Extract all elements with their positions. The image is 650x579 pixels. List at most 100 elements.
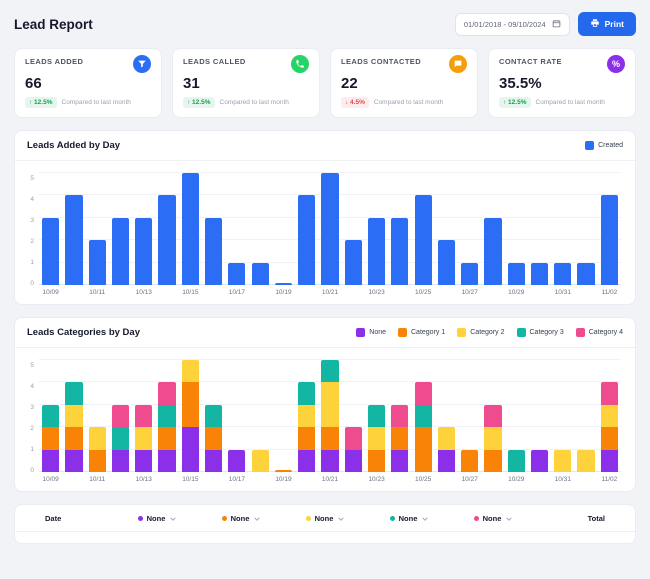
column-label: None [314, 514, 334, 523]
bar-segment [414, 427, 432, 472]
table-column-none-5[interactable]: None [451, 514, 535, 523]
x-tick-label [574, 476, 597, 485]
legend-item-category-1[interactable]: Category 1 [398, 328, 445, 337]
y-tick-label: 3 [30, 217, 34, 225]
legend-item-none[interactable]: None [356, 328, 386, 337]
legend-item-created[interactable]: Created [585, 141, 623, 150]
table-column-none-2[interactable]: None [199, 514, 283, 523]
bar-10-24 [391, 217, 409, 285]
bar-11-01 [577, 449, 595, 472]
bar-10-26 [437, 240, 456, 285]
delta-badge: ↓ 4.5% [341, 97, 369, 108]
sort-chevron-icon[interactable] [338, 516, 345, 521]
bar-10-17 [228, 262, 246, 285]
bar-10-22 [344, 427, 362, 472]
bar-10-16 [204, 217, 223, 285]
bar-10-11 [88, 427, 106, 472]
bar-10-13 [135, 404, 153, 472]
print-button[interactable]: Print [577, 12, 636, 36]
x-tick-label [481, 476, 504, 485]
bar-segment [65, 427, 83, 450]
bar-10-23 [367, 404, 386, 472]
x-axis-labels: 10/09 10/11 10/13 10/15 10/17 10/19 10/21 10/23… [39, 289, 621, 298]
y-tick-label: 0 [30, 280, 34, 288]
bar-segment [181, 427, 199, 472]
percent-icon: % [607, 55, 625, 73]
x-tick-label [202, 476, 225, 485]
plot-area: 10/09 10/11 10/13 10/15 10/17 10/19 10/21 10/23… [39, 359, 621, 485]
y-tick-label: 1 [30, 259, 34, 267]
y-tick-label: 4 [30, 383, 34, 391]
sort-chevron-icon[interactable] [422, 516, 429, 521]
y-tick-label: 0 [30, 467, 34, 475]
x-tick-label [528, 476, 551, 485]
bar-segment [111, 404, 130, 428]
bar-segment [298, 382, 316, 405]
bar-segment [181, 360, 199, 383]
legend-item-category-4[interactable]: Category 4 [575, 328, 623, 337]
legend-item-category-2[interactable]: Category 2 [457, 328, 505, 337]
x-tick-label [435, 476, 458, 485]
y-tick-label: 4 [30, 196, 34, 204]
filter-icon [133, 55, 151, 73]
y-tick-label: 2 [30, 238, 34, 246]
x-tick-label [109, 289, 132, 298]
x-tick-label [342, 289, 365, 298]
bar-segment [600, 449, 618, 472]
topbar-actions: 01/01/2018 - 09/10/2024 Print [454, 12, 636, 36]
stat-value: 31 [183, 75, 200, 92]
stat-value: 22 [341, 75, 358, 92]
date-range-picker[interactable]: 01/01/2018 - 09/10/2024 [454, 12, 570, 36]
bar-11-02 [600, 195, 618, 285]
x-tick-label: 10/23 [368, 289, 385, 296]
stat-card-leads-called: LEADS CALLED 31 ↑ 12.5% Compared to last mo… [172, 48, 320, 118]
chart-legend: None Category 1 Category 2 Category 3 Catego… [356, 328, 623, 337]
bar-segment [367, 449, 386, 472]
bar-segment [65, 404, 83, 428]
bar-segment [344, 449, 362, 472]
bar-segment [204, 449, 223, 472]
sort-chevron-icon[interactable] [170, 516, 177, 521]
stat-label: CONTACT RATE [499, 57, 562, 66]
bar-segment [554, 449, 572, 472]
legend-item-category-3[interactable]: Category 3 [516, 328, 564, 337]
stat-label: LEADS ADDED [25, 57, 84, 66]
table-column-none-4[interactable]: None [367, 514, 451, 523]
bar-segment [135, 404, 153, 428]
x-tick-label: 10/29 [508, 289, 525, 296]
bar-segment [181, 382, 199, 428]
bar-10-22 [344, 240, 362, 285]
bar-segment [204, 404, 223, 428]
delta-badge: ↑ 12.5% [499, 97, 531, 108]
bar-segment [298, 427, 316, 450]
stats-row: LEADS ADDED 66 ↑ 12.5% Compared to last mon… [14, 48, 636, 118]
chart-legend: Created [585, 141, 623, 150]
table-column-none-3[interactable]: None [283, 514, 367, 523]
x-tick-label [342, 476, 365, 485]
bar-segment [414, 404, 432, 428]
bar-segment [158, 449, 176, 472]
bar-10-11 [88, 240, 106, 285]
column-label: Date [45, 514, 62, 523]
x-tick-label: 10/13 [135, 289, 152, 296]
table-column-none-1[interactable]: None [115, 514, 199, 523]
bar-segment [600, 382, 618, 405]
sort-chevron-icon[interactable] [254, 516, 261, 521]
calendar-icon [552, 19, 561, 30]
y-axis: 5 4 3 2 1 0 [23, 360, 39, 475]
legend-swatch [585, 141, 595, 150]
category-dot [137, 516, 143, 521]
x-tick-label [295, 289, 318, 298]
bar-10-19 [274, 283, 293, 285]
date-range-text: 01/01/2018 - 09/10/2024 [463, 19, 546, 29]
compare-text: Compared to last month [219, 99, 289, 106]
stat-label: LEADS CONTACTED [341, 57, 422, 66]
bar-10-31 [554, 262, 572, 285]
table-row [15, 531, 635, 543]
x-tick-label [62, 289, 85, 298]
y-tick-label: 1 [30, 446, 34, 454]
y-tick-label: 5 [30, 175, 34, 182]
bar-10-15 [181, 360, 199, 472]
sort-chevron-icon[interactable] [506, 516, 513, 521]
x-tick-label [295, 476, 318, 485]
